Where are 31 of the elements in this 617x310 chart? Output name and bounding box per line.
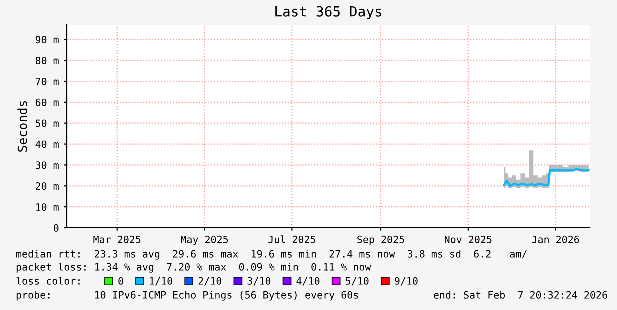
y-tick-label: 60 m (36, 98, 59, 106)
y-tick-label: 30 m (36, 162, 59, 170)
x-tick-label: Jul 2025 (268, 236, 316, 244)
x-tick-label: May 2025 (181, 236, 228, 246)
y-axis-title: Seconds (18, 101, 28, 152)
legend-label: 5/10 (346, 277, 369, 286)
chart-title: Last 365 Days (276, 6, 382, 20)
legend-label: 0 (118, 277, 124, 285)
text: probe: 10 IPv6-ICMP Echo Pings (56 Bytes) every 60s (16, 291, 358, 301)
y-tick-label: 40 m (36, 140, 59, 148)
y-tick-label: 80 m (36, 56, 59, 65)
line-series (503, 168, 590, 188)
text: packet loss: 1.34 % avg 7.20 % max 0.09 % min 0.11 % now (16, 263, 372, 273)
x-tick-label: Sep 2025 (358, 236, 404, 246)
legend-label: 4/10 (296, 277, 320, 286)
legend-label: 3/10 (248, 277, 271, 286)
y-tick-label: 70 m (36, 78, 59, 86)
legend-label: 1/10 (150, 277, 172, 286)
y-tick-label: 0 (54, 224, 59, 232)
x-tick-label: Mar 2025 (94, 236, 141, 244)
y-tick-label: 20 m (36, 182, 59, 190)
y-tick-label: 10 m (36, 203, 59, 212)
y-tick-label: 50 m (36, 120, 59, 128)
text: median rtt: 23.3 ms avg 29.6 ms max 19.6 ms min 27.4 ms now 3.8 ms sd 6.2 am/ (16, 250, 527, 260)
x-tick-label: Jan 2026 (532, 236, 580, 244)
x-tick-label: Nov 2025 (445, 236, 492, 244)
legend-label: 2/10 (198, 277, 222, 286)
legend-title: loss color: (16, 277, 80, 285)
legend-label: 9/10 (395, 277, 418, 286)
text: end: Sat Feb 7 20:32:24 2026 (434, 291, 608, 299)
y-tick-label: 90 m (36, 36, 59, 44)
